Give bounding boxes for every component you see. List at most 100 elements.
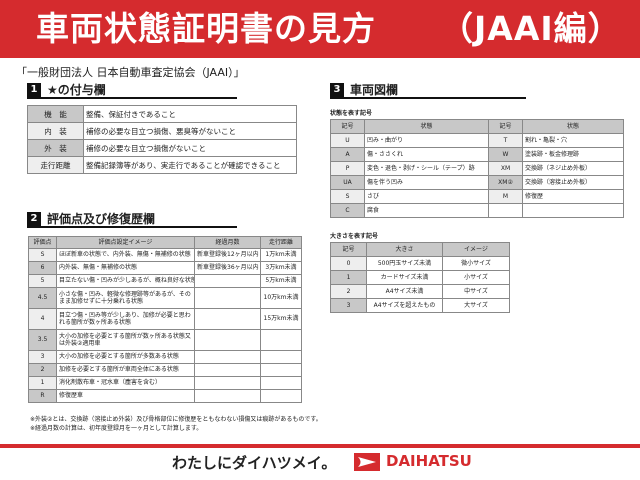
footnote: ※経過月数の計算は、初年度登録月を一ヶ月として計算します。 [30,425,203,432]
header-row: 評価点 評価点設定イメージ 経過月数 走行距離 [28,236,302,249]
column-header: 評価点設定イメージ [56,236,195,249]
description-cell: 目立たない傷・凹みが少しあるが、概ね良好な状態 [56,274,195,288]
row-value: 整備、保証付きであること [83,105,297,123]
months-cell [194,350,261,364]
symbol-cell: S [330,189,365,204]
section-title: 車両図欄 [350,83,399,97]
mileage-cell [260,350,302,364]
table-row: A 傷・ささくれ W 塗装跡・板金修理跡 [330,147,624,162]
months-cell [194,274,261,288]
grade-cell: 2 [28,363,57,377]
symbol-cell: XM② [488,175,523,190]
table-row: 機 能整備、保証付きであること [27,105,297,123]
state-cell [522,203,624,218]
column-header: 記号 [330,242,367,257]
symbol-cell [488,203,523,218]
row-label: 外 装 [27,139,84,157]
description-cell: ほぼ新車の状態で、内外装、無傷・無補修の状態 [56,248,195,262]
description-cell: 目立つ傷・凹み等が少しあり、加修が必要と思われる箇所が数ヶ所ある状態 [56,308,195,330]
image-cell: 小サイズ [442,270,510,285]
state-symbols-label: 状態を表す記号 [330,110,373,117]
section1-heading: 1 ★の付与欄 [27,82,237,99]
state-cell: 腐食 [364,203,489,218]
table-row: 内 装補修の必要な目立つ損傷、悪臭等がないこと [27,122,297,140]
state-cell: 傷を伴う凹み [364,175,489,190]
state-cell: 変色・退色・剥げ・シール（テープ）跡 [364,161,489,176]
state-cell: 凹み・曲がり [364,133,489,148]
slogan-logo: わたしにダイハツメイ。 [172,454,337,472]
table-row: 0 500円玉サイズ未満 微小サイズ [330,256,510,271]
organization-subtitle: 「一般財団法人 日本自動車査定協会（JAAI）」 [16,66,245,79]
symbol-cell: UA [330,175,365,190]
symbol-cell: 0 [330,256,367,271]
mileage-cell [260,363,302,377]
size-cell: A4サイズ未満 [366,284,443,299]
state-cell: 交換跡（溶接止め外板） [522,175,624,190]
symbol-cell: 3 [330,298,367,313]
symbol-cell: C [330,203,365,218]
months-cell: 新車登録後12ヶ月以内 [194,248,261,262]
page-title-suffix: （JAAI編） [440,9,622,48]
symbol-cell: 2 [330,284,367,299]
table-row: 3.5 大小の加修を必要とする箇所が数ヶ所ある状態又は外装②適用車 [28,329,302,351]
column-header: 記号 [330,119,365,134]
mileage-cell [260,329,302,351]
table-row: 外 装補修の必要な目立つ損傷がないこと [27,139,297,157]
table-row: 2 加修を必要とする箇所が車両全体にある状態 [28,363,302,377]
row-label: 走行距離 [27,156,84,174]
section-number: 1 [27,82,41,97]
column-header: 記号 [488,119,523,134]
grade-cell: 6 [28,261,57,275]
mileage-cell [260,389,302,403]
symbol-cell: W [488,147,523,162]
section3-heading: 3 車両図欄 [330,82,526,99]
section-title: 評価点及び修復歴欄 [47,212,156,226]
months-cell [194,389,261,403]
footnotes: ※外装②とは、交換跡（溶接止め外装）及び骨格部位に修復歴をともなわない損傷又は痕… [30,415,322,433]
size-cell: A4サイズを超えたもの [366,298,443,313]
symbol-cell: XM [488,161,523,176]
symbol-cell: A [330,147,365,162]
table-row: 6 内外装、無傷・無補修の状態 新車登録後36ヶ月以内 3万km未満 [28,261,302,275]
table-row: C 腐食 [330,203,624,218]
row-value: 補修の必要な目立つ損傷がないこと [83,139,297,157]
table-row: P 変色・退色・剥げ・シール（テープ）跡 XM 交換跡（ネジ止め外板） [330,161,624,176]
mileage-cell: 10万km未満 [260,287,302,309]
state-cell: さび [364,189,489,204]
column-header: 経過月数 [194,236,261,249]
divider [0,444,640,448]
column-header: 評価点 [28,236,57,249]
grade-cell: R [28,389,57,403]
page-title: 車両状態証明書の見方 [36,9,376,48]
months-cell [194,287,261,309]
size-symbols-label: 大きさを表す記号 [330,233,379,240]
grade-cell: 1 [28,376,57,390]
page-header: 車両状態証明書の見方 （JAAI編） [0,0,640,58]
star-table: 機 能整備、保証付きであること内 装補修の必要な目立つ損傷、悪臭等がないこと外 … [27,105,297,174]
table-row: 1 消化剤散布車・冠水車（塵害を含む） [28,376,302,390]
footnote: ※外装②とは、交換跡（溶接止め外装）及び骨格部位に修復歴をともなわない損傷又は痕… [30,416,322,423]
section-number: 2 [27,211,41,226]
column-header: 状態 [522,119,624,134]
column-header: 状態 [364,119,489,134]
table-row: 3 大小の加修を必要とする箇所が多数ある状態 [28,350,302,364]
image-cell: 大サイズ [442,298,510,313]
mileage-cell [260,376,302,390]
state-cell: 交換跡（ネジ止め外板） [522,161,624,176]
brand-name: DAIHATSU [386,452,472,470]
months-cell [194,376,261,390]
months-cell: 新車登録後36ヶ月以内 [194,261,261,275]
section-title: ★の付与欄 [47,83,106,97]
state-cell: 割れ・亀裂・穴 [522,133,624,148]
state-cell: 塗装跡・板金修理跡 [522,147,624,162]
table-row: S ほぼ新車の状態で、内外装、無傷・無補修の状態 新車登録後12ヶ月以内 1万km未満 [28,248,302,262]
size-cell: 500円玉サイズ未満 [366,256,443,271]
description-cell: 内外装、無傷・無補修の状態 [56,261,195,275]
state-cell: 修復歴 [522,189,624,204]
description-cell: 消化剤散布車・冠水車（塵害を含む） [56,376,195,390]
row-label: 機 能 [27,105,84,123]
symbol-cell: 1 [330,270,367,285]
table-row: 1 カードサイズ未満 小サイズ [330,270,510,285]
table-row: 走行距離 整備記録簿等があり、実走行であることが確認できること [27,156,297,174]
image-cell: 微小サイズ [442,256,510,271]
